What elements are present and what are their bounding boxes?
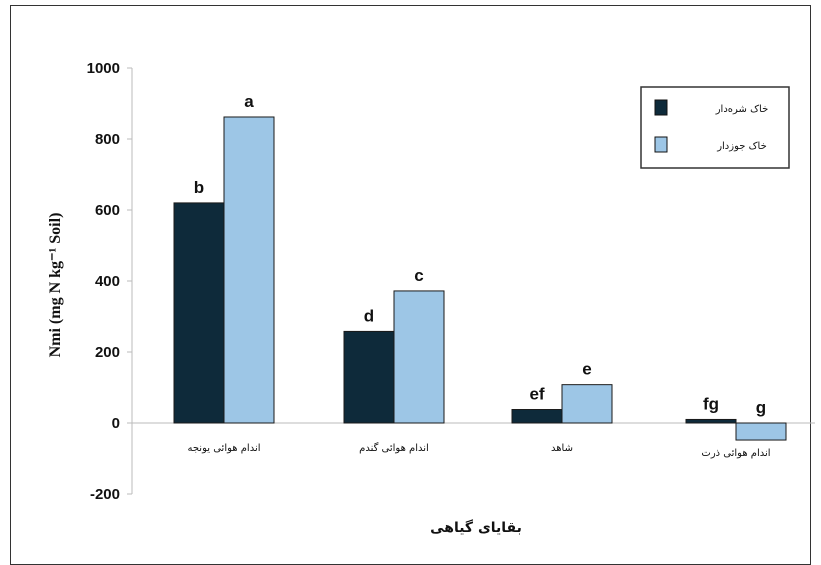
bar-1-1 bbox=[393, 290, 445, 424]
significance-label-3-0: fg bbox=[703, 394, 719, 413]
x-axis-label: بقایای گیاهی bbox=[430, 519, 522, 536]
category-label-1: اندام هوائی گندم bbox=[359, 442, 429, 454]
y-tick-label-0: -200 bbox=[90, 486, 120, 503]
y-tick-label-6: 1000 bbox=[87, 60, 120, 77]
bar-3-1 bbox=[735, 422, 787, 441]
significance-label-1-1: c bbox=[414, 266, 423, 285]
y-tick-label-3: 400 bbox=[95, 273, 120, 290]
y-tick-label-5: 800 bbox=[95, 131, 120, 148]
legend: خاک شره‌دار خاک جوزدار bbox=[640, 86, 790, 169]
labels-group: b a اندام هوائی یونجه d c اندام هوائی گندم ef e… bbox=[187, 92, 770, 459]
legend-label-0: خاک شره‌دار bbox=[715, 104, 769, 115]
chart-axes: -200 0 200 400 600 800 1000 bbox=[87, 60, 815, 503]
y-tick-label-2: 200 bbox=[95, 344, 120, 361]
bar-0-0 bbox=[173, 202, 225, 424]
bar-3-0 bbox=[685, 418, 737, 424]
bar-1-0 bbox=[343, 330, 395, 424]
bar-2-0 bbox=[511, 409, 563, 424]
legend-label-1: خاک جوزدار bbox=[716, 141, 767, 152]
y-tick-label-1: 0 bbox=[112, 415, 120, 432]
y-tick-label-4: 600 bbox=[95, 202, 120, 219]
bar-chart: -200 0 200 400 600 800 1000 b a اندام هوائی یونج… bbox=[47, 60, 815, 536]
significance-label-2-0: ef bbox=[529, 385, 544, 404]
significance-label-3-1: g bbox=[756, 398, 766, 417]
bar-0-1 bbox=[223, 116, 275, 424]
significance-label-0-1: a bbox=[244, 92, 254, 111]
category-label-0: اندام هوائی یونجه bbox=[187, 443, 260, 454]
y-axis-label: Nmi (mg N kg⁻¹ Soil) bbox=[47, 213, 64, 358]
category-label-2: شاهد bbox=[551, 443, 573, 454]
significance-label-2-1: e bbox=[582, 360, 591, 379]
significance-label-0-0: b bbox=[194, 178, 204, 197]
legend-swatch-1 bbox=[654, 136, 668, 153]
legend-box bbox=[640, 86, 790, 169]
bars-group bbox=[173, 116, 787, 441]
bar-2-1 bbox=[561, 384, 613, 424]
legend-swatch-0 bbox=[654, 99, 668, 116]
significance-label-1-0: d bbox=[364, 306, 374, 325]
category-label-3: اندام هوائی ذرت bbox=[701, 448, 770, 459]
